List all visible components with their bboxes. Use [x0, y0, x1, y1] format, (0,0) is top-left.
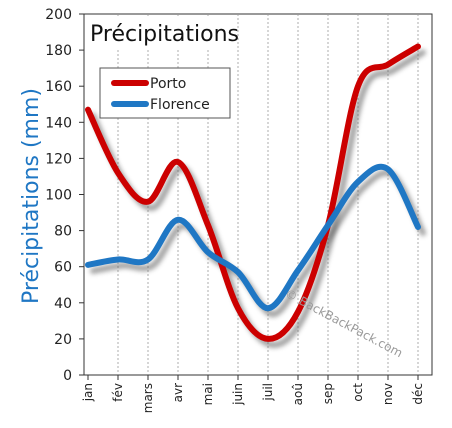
x-tick-label: juin	[231, 383, 245, 406]
x-axis-ticks: jan fév mars avr mai juin juil aoû sep oct nov déc	[81, 375, 425, 413]
y-axis-label: Précipitations (mm)	[19, 88, 44, 304]
legend: Porto Florence	[99, 67, 231, 119]
y-tick-label: 100	[45, 188, 72, 204]
series-line-florence	[85, 163, 421, 312]
x-tick-label: mai	[201, 383, 215, 405]
x-tick-label: avr	[171, 383, 185, 402]
x-tick-label: fév	[111, 383, 125, 402]
x-tick-label: déc	[411, 383, 425, 405]
x-tick-label: mars	[141, 383, 155, 413]
y-tick-label: 140	[45, 115, 72, 131]
legend-box	[99, 67, 231, 119]
chart-title: Précipitations	[90, 22, 239, 47]
y-tick-label: 120	[45, 151, 72, 167]
y-tick-label: 200	[45, 7, 72, 23]
x-tick-label: sep	[321, 383, 335, 404]
y-tick-label: 40	[54, 296, 72, 312]
y-axis-ticks: 0 20 40 60 80 100 120 140 160 180 200	[45, 7, 84, 384]
y-tick-label: 20	[54, 332, 72, 348]
title-box	[86, 16, 234, 48]
legend-label-porto: Porto	[150, 76, 186, 92]
x-tick-label: nov	[381, 383, 395, 405]
x-tick-label: jan	[81, 383, 95, 402]
y-tick-label: 180	[45, 43, 72, 59]
series-lines	[85, 43, 421, 342]
y-tick-label: 60	[54, 260, 72, 276]
x-tick-label: aoû	[291, 383, 305, 405]
y-tick-label: 0	[63, 368, 72, 384]
x-tick-label: juil	[261, 383, 275, 402]
legend-label-florence: Florence	[150, 97, 210, 113]
series-line-porto	[85, 43, 421, 342]
y-tick-label: 80	[54, 224, 72, 240]
y-tick-label: 160	[45, 79, 72, 95]
x-tick-label: oct	[351, 383, 365, 402]
